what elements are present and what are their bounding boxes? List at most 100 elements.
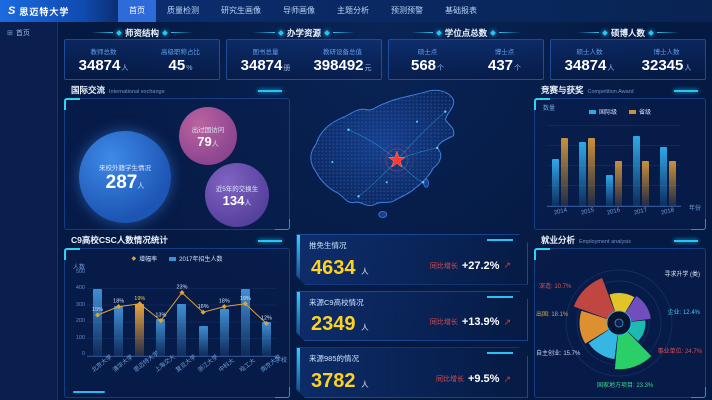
- tab-home[interactable]: 首页: [118, 0, 156, 22]
- bubble-abroad-visits[interactable]: 出过国访问 79人: [179, 107, 237, 165]
- metric-equipment-value: 教研设备总值 398492元: [304, 40, 381, 79]
- bar-group: [579, 125, 596, 206]
- bubble-value: 287人: [105, 172, 145, 193]
- legend-growth-rate[interactable]: ◆ 增幅率: [132, 254, 158, 263]
- metric-label: 教师总数: [90, 49, 117, 56]
- x-axis-label: 年份: [688, 206, 701, 212]
- strip-accent-dash: [487, 352, 513, 354]
- deco-line: [333, 32, 355, 33]
- bubble-exchange-students[interactable]: 近5年的交换生 134人: [205, 163, 269, 227]
- bar-省级-2015: [588, 138, 596, 206]
- metric-value: 398492元: [313, 57, 372, 74]
- legend-swatch: [169, 256, 177, 261]
- deco-line: [252, 32, 275, 33]
- metric-book-total: 图书总量 34874册: [227, 40, 304, 79]
- tab-topic-analysis[interactable]: 主题分析: [337, 6, 369, 15]
- panel-subtitle: Competition Award: [587, 89, 634, 95]
- tab-supervisor-profile[interactable]: 导师画像: [283, 6, 315, 15]
- line-marker: [116, 304, 122, 310]
- rose-slice-自主创业[interactable]: [588, 328, 618, 360]
- x-tick: 北京大学: [91, 354, 114, 374]
- rose-slice-企业[interactable]: [624, 296, 651, 322]
- card-title: 硕博人数: [610, 27, 645, 38]
- line-marker: [200, 309, 206, 315]
- label-seeking-study: 寻求升学 (类): [664, 272, 700, 278]
- panel-competition-award: 竞赛与获奖 Competition Award 数量 国际级 省级: [534, 84, 706, 230]
- card-title: 学位点总数: [444, 27, 488, 38]
- growth-label: 同比增长: [429, 262, 458, 270]
- growth-value: +13.9%: [461, 316, 500, 329]
- card-body: 图书总量 34874册 教研设备总值 398492元: [226, 39, 382, 80]
- stat-card-row: 师资结构 教师总数 34874人 高级职称占比 45%: [64, 26, 706, 80]
- metric-teacher-total: 教师总数 34874人: [65, 40, 142, 79]
- panel-subtitle: Employment analysis: [579, 239, 631, 245]
- up-arrow-icon: ↗: [503, 316, 511, 327]
- legend-swatch: [588, 109, 596, 114]
- card-school-resources: 办学资源 图书总量 34874册 教研设备总值 398492元: [226, 26, 382, 80]
- diamond-icon: [278, 29, 284, 36]
- deco-line: [657, 32, 679, 33]
- bubble-label: 来校外籍学生情况: [99, 165, 151, 172]
- bar-国际级-2014: [552, 159, 560, 206]
- bar-group: [632, 125, 649, 206]
- csc-bar-chart: [87, 273, 277, 357]
- strip-from-c9[interactable]: 来源C9高校情况 2349 人 同比增长 +13.9% ↗: [296, 291, 528, 342]
- panel-title: 竞赛与获奖: [541, 85, 584, 95]
- rose-slice-出国[interactable]: [579, 310, 611, 344]
- y-tick: 500: [75, 269, 85, 275]
- label-self-employed: 自主创业: 15.7%: [536, 351, 581, 357]
- line-value-label: 16%: [198, 304, 209, 310]
- csc-growth-line: 15% 18% 19% 13% 23% 16% 18% 19% 12%: [92, 285, 272, 326]
- scrollbar-accent[interactable]: [73, 391, 105, 393]
- panel-csc-statistics: C9高校CSC人数情况统计 ◆ 增幅率 2017年招生人数 人数: [64, 234, 290, 398]
- bar-国际级-2017: [632, 136, 640, 206]
- bar-思迈特大学: [135, 304, 145, 356]
- rose-slice-国家地方项目[interactable]: [614, 330, 652, 370]
- strip-from-985[interactable]: 来源985的情况 3782 人 同比增长 +9.5% ↗: [296, 347, 528, 398]
- strip-recommended-students[interactable]: 推免生情况 4634 人 同比增长 +27.2% ↗: [296, 234, 528, 285]
- rose-slice-深造[interactable]: [609, 293, 635, 315]
- growth-indicator: 同比增长 +13.9% ↗: [430, 316, 511, 328]
- tab-basic-reports[interactable]: 基础报表: [445, 6, 477, 15]
- breadcrumb[interactable]: ⊞ 首页: [0, 22, 57, 38]
- growth-value: +9.5%: [467, 373, 500, 386]
- x-tick: 2014: [553, 207, 568, 217]
- y-tick: 400: [75, 285, 85, 292]
- panel-accent-dash: [258, 240, 282, 242]
- bubble-foreign-students[interactable]: 来校外籍学生情况 287人: [79, 131, 171, 223]
- up-arrow-icon: ↗: [503, 260, 511, 271]
- legend-international-level[interactable]: 国际级: [588, 107, 617, 116]
- tab-forecast-warning[interactable]: 预测预警: [391, 6, 423, 15]
- logo[interactable]: S 思迈特大学: [0, 0, 118, 22]
- rose-slice-事业单位[interactable]: [573, 278, 616, 320]
- tab-quality-check[interactable]: 质量检测: [167, 6, 199, 15]
- panel-header: 国际交流 International exchange: [64, 84, 290, 98]
- card-title-row: 办学资源: [226, 26, 382, 39]
- strip-title: 来源C9高校情况: [309, 297, 364, 307]
- x-tick: 2018: [660, 207, 675, 217]
- tab-graduate-profile[interactable]: 研究生画像: [221, 6, 261, 15]
- diamond-icon: [324, 29, 330, 36]
- deco-line: [90, 32, 113, 33]
- diamond-icon: [162, 29, 168, 36]
- legend-label: 2017年招生人数: [179, 257, 223, 263]
- metric-value: 437个: [487, 57, 522, 74]
- legend-enrollment-2017[interactable]: 2017年招生人数: [169, 254, 223, 263]
- metric-label: 博士人数: [653, 49, 680, 56]
- panel-title: 国际交流: [71, 85, 106, 95]
- legend-province-level[interactable]: 省级: [629, 107, 651, 116]
- y-tick: 200: [75, 318, 85, 325]
- line-value-label: 23%: [176, 285, 187, 291]
- line-value-label: 19%: [134, 296, 145, 302]
- legend-label: 省级: [639, 110, 652, 116]
- china-map-svg: [310, 89, 455, 218]
- strip-accent-dash: [487, 296, 513, 298]
- line-marker: [242, 301, 248, 307]
- panel-body: 来校外籍学生情况 287人 出过国访问 79人 近5年的交换生 134人: [64, 98, 290, 230]
- x-tick: 上海交大: [154, 354, 178, 374]
- bar-省级-2018: [668, 161, 676, 206]
- strip-value: 4634 人: [311, 256, 369, 279]
- star-ring: [380, 143, 414, 177]
- x-tick: 哈工大: [238, 358, 257, 374]
- growth-value: +27.2%: [461, 259, 500, 272]
